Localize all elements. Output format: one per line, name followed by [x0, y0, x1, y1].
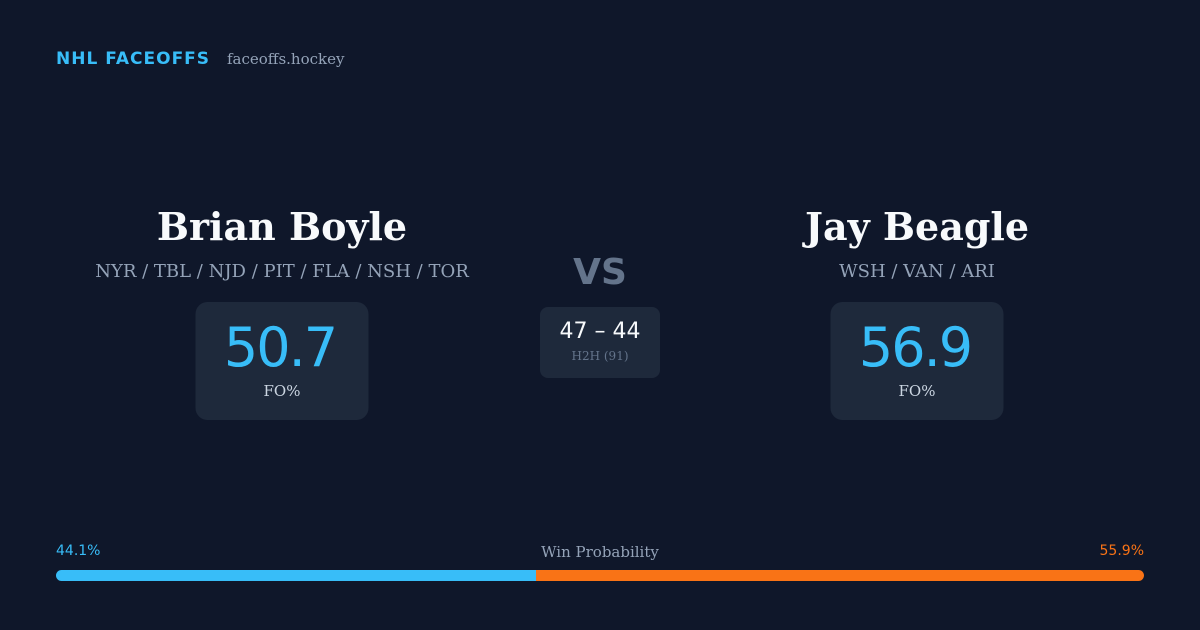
- win-title: Win Probability: [541, 543, 659, 561]
- site: faceoffs.hockey: [227, 50, 345, 68]
- h2h-label: H2H (91): [571, 349, 629, 363]
- fo-pct: 50.7: [223, 316, 338, 379]
- win-bar: [56, 570, 1144, 581]
- player-teams: WSH / VAN / ARI: [839, 261, 995, 282]
- win-bar-left: [56, 570, 536, 581]
- stat-card: [195, 302, 369, 420]
- versus: VS: [573, 252, 627, 293]
- player-name: Brian Boyle: [156, 204, 408, 249]
- fo-label: FO%: [263, 382, 301, 400]
- h2h-score: 47 – 44: [559, 319, 641, 344]
- fo-pct: 56.9: [858, 316, 973, 379]
- player-teams: NYR / TBL / NJD / PIT / FLA / NSH / TOR: [95, 261, 469, 282]
- win-right-label: 55.9%: [1099, 543, 1144, 559]
- win-left-label: 44.1%: [56, 543, 101, 559]
- h2h-card: [540, 307, 660, 378]
- brand: NHL FACEOFFS: [56, 49, 211, 69]
- stat-card: [830, 302, 1004, 420]
- fo-label: FO%: [898, 382, 936, 400]
- player-name: Jay Beagle: [804, 204, 1030, 249]
- win-bar-right: [535, 570, 1144, 581]
